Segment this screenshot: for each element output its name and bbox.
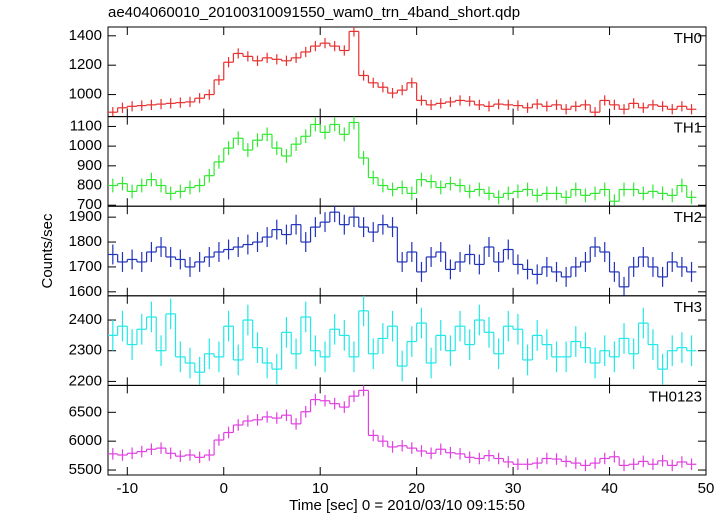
panel-label: TH2 — [674, 209, 702, 226]
y-tick-label: 900 — [77, 157, 102, 174]
x-tick-label: 0 — [220, 480, 228, 497]
y-tick-label: 1900 — [69, 208, 102, 225]
panel-frame — [107, 26, 707, 118]
panel-label: TH3 — [674, 299, 702, 316]
y-tick-label: 6500 — [69, 403, 102, 420]
panel-frame — [107, 205, 707, 297]
chart-title: ae404060010_20100310091550_wam0_trn_4ban… — [108, 4, 520, 21]
x-tick-label: 30 — [505, 480, 522, 497]
y-tick-label: 2200 — [69, 372, 102, 389]
y-axis-label: Counts/sec — [39, 213, 56, 289]
x-tick-label: 40 — [601, 480, 618, 497]
panel-label: TH0 — [674, 30, 702, 47]
x-tick-label: -10 — [116, 480, 138, 497]
x-tick-label: 50 — [698, 480, 715, 497]
y-tick-label: 5500 — [69, 461, 102, 478]
y-tick-label: 1200 — [69, 56, 102, 73]
y-tick-label: 1100 — [70, 117, 102, 134]
y-tick-label: 1800 — [69, 233, 102, 250]
panel-label: TH1 — [674, 120, 702, 137]
y-tick-label: 800 — [77, 176, 102, 193]
y-tick-label: 1600 — [69, 283, 102, 300]
y-tick-label: 1400 — [69, 27, 102, 44]
y-tick-label: 2400 — [69, 311, 102, 328]
y-tick-label: 1000 — [69, 137, 102, 154]
x-axis-label: Time [sec] 0 = 2010/03/10 09:15:50 — [289, 497, 525, 514]
y-tick-label: 1700 — [69, 258, 102, 275]
panel-label: TH0123 — [649, 388, 702, 405]
y-tick-label: 2300 — [69, 342, 102, 359]
y-tick-label: 6000 — [69, 432, 102, 449]
x-tick-label: 20 — [408, 480, 425, 497]
panel-frame — [107, 384, 707, 476]
y-tick-label: 1000 — [69, 86, 102, 103]
x-tick-label: 10 — [312, 480, 329, 497]
y-tick-label: 700 — [77, 196, 102, 213]
